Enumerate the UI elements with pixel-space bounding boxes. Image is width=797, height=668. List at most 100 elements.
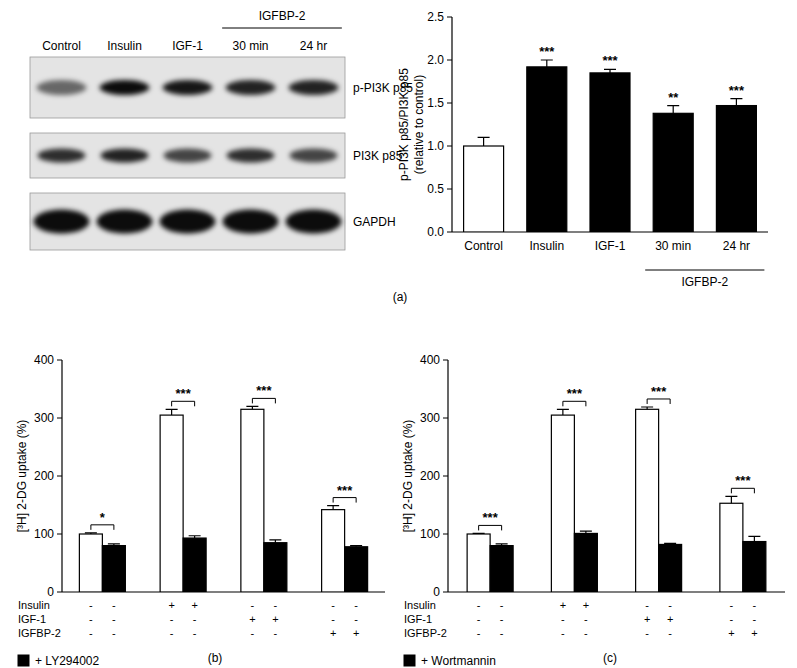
legend-swatch [404, 655, 415, 666]
treatment-sign: + [560, 599, 566, 611]
panel-label: (a) [393, 290, 408, 304]
blot-band [100, 80, 150, 95]
bar [345, 547, 368, 592]
blot-strip [30, 193, 345, 250]
treatment-sign: - [584, 613, 588, 625]
treatment-label: Insulin [18, 599, 50, 611]
treatment-sign: - [477, 613, 481, 625]
x-tick-label: 24 hr [723, 239, 750, 253]
error-bar [748, 536, 760, 541]
bar [653, 113, 693, 232]
y-tick [443, 476, 448, 477]
significance-bracket [333, 498, 356, 503]
bar [659, 544, 682, 592]
significance: *** [567, 386, 583, 401]
treatment-sign: - [331, 599, 335, 611]
bar [264, 543, 287, 592]
blot-strip [30, 57, 345, 118]
lane-label: IGF-1 [172, 39, 203, 53]
y-tick-label: 300 [34, 411, 54, 425]
significance-bracket [91, 525, 114, 530]
treatment-sign: + [583, 599, 589, 611]
treatment-sign: - [645, 599, 649, 611]
chart: 0.00.51.01.52.02.5p-PI3K p85/PI3K p85(re… [397, 10, 768, 289]
legend-label: + Wortmannin [421, 654, 496, 668]
bar [551, 415, 574, 592]
bar [527, 67, 567, 232]
significance: *** [256, 383, 272, 398]
blot-strip [30, 133, 345, 178]
y-tick-label: 400 [420, 353, 440, 367]
treatment-sign: - [251, 627, 255, 639]
treatment-label: IGFBP-2 [18, 627, 61, 639]
y-tick [57, 534, 62, 535]
treatment-sign: - [170, 627, 174, 639]
chart: 0100200300400[³H] 2-DG uptake (%)*******… [401, 353, 785, 668]
legend-label: + LY294002 [35, 654, 99, 668]
lane-label: Insulin [107, 39, 142, 53]
error-bar [327, 506, 339, 510]
treatment-sign: + [728, 627, 734, 639]
y-tick-label: 1.0 [427, 139, 444, 153]
bar [636, 409, 659, 592]
bar [160, 415, 183, 592]
treatment-sign: + [272, 613, 278, 625]
group-label: IGFBP-2 [259, 9, 306, 23]
treatment-label: IGF-1 [404, 613, 432, 625]
bar [574, 533, 597, 592]
lane-label: Control [42, 39, 81, 53]
significance: *** [735, 473, 751, 488]
error-bar [269, 540, 281, 543]
y-tick-label: 0.5 [427, 182, 444, 196]
bar [322, 510, 345, 592]
y-tick [57, 418, 62, 419]
group-line [645, 270, 764, 271]
x-tick-label: IGF-1 [595, 239, 626, 253]
plot-area [467, 407, 766, 592]
significance: * [100, 510, 106, 525]
significance-bracket [563, 401, 586, 406]
error-bar [189, 536, 201, 538]
treatment-sign: - [500, 599, 504, 611]
y-tick-label: 300 [420, 411, 440, 425]
blot-band [226, 80, 276, 95]
treatment-label: IGFBP-2 [404, 627, 447, 639]
treatment-sign: - [89, 613, 93, 625]
y-tick-label: 100 [420, 527, 440, 541]
bar [720, 503, 743, 592]
y-tick [447, 103, 452, 104]
error-bar [496, 544, 508, 546]
blot-band [223, 210, 279, 234]
bar [183, 538, 206, 592]
bar [464, 146, 504, 232]
treatment-sign: - [500, 613, 504, 625]
blot-band [160, 210, 216, 234]
error-bar [557, 409, 569, 415]
error-bar [580, 531, 592, 533]
y-axis [451, 17, 452, 232]
y-tick-label: 0 [47, 585, 54, 599]
y-tick [57, 592, 62, 593]
blot-band [289, 80, 339, 95]
significance: *** [729, 83, 745, 98]
y-tick-label: 0 [433, 585, 440, 599]
error-bar [108, 544, 120, 546]
x-tick-label: 30 min [655, 239, 691, 253]
bar [743, 542, 766, 592]
y-tick-label: 100 [34, 527, 54, 541]
chart: 0100200300400[³H] 2-DG uptake (%)*******… [15, 353, 385, 668]
y-axis-label: [³H] 2-DG uptake (%) [15, 420, 29, 533]
y-tick [57, 360, 62, 361]
group-label: IGFBP-2 [681, 275, 728, 289]
x-tick-label: Control [464, 239, 503, 253]
treatment-sign: - [112, 627, 116, 639]
group-line [222, 28, 342, 29]
blot-band [37, 80, 87, 95]
error-bar [641, 407, 653, 409]
error-bar [166, 409, 178, 415]
treatment-sign: - [584, 627, 588, 639]
treatment-sign: - [170, 613, 174, 625]
bar [716, 106, 756, 232]
blot-band [227, 149, 275, 163]
treatment-sign: - [561, 627, 565, 639]
